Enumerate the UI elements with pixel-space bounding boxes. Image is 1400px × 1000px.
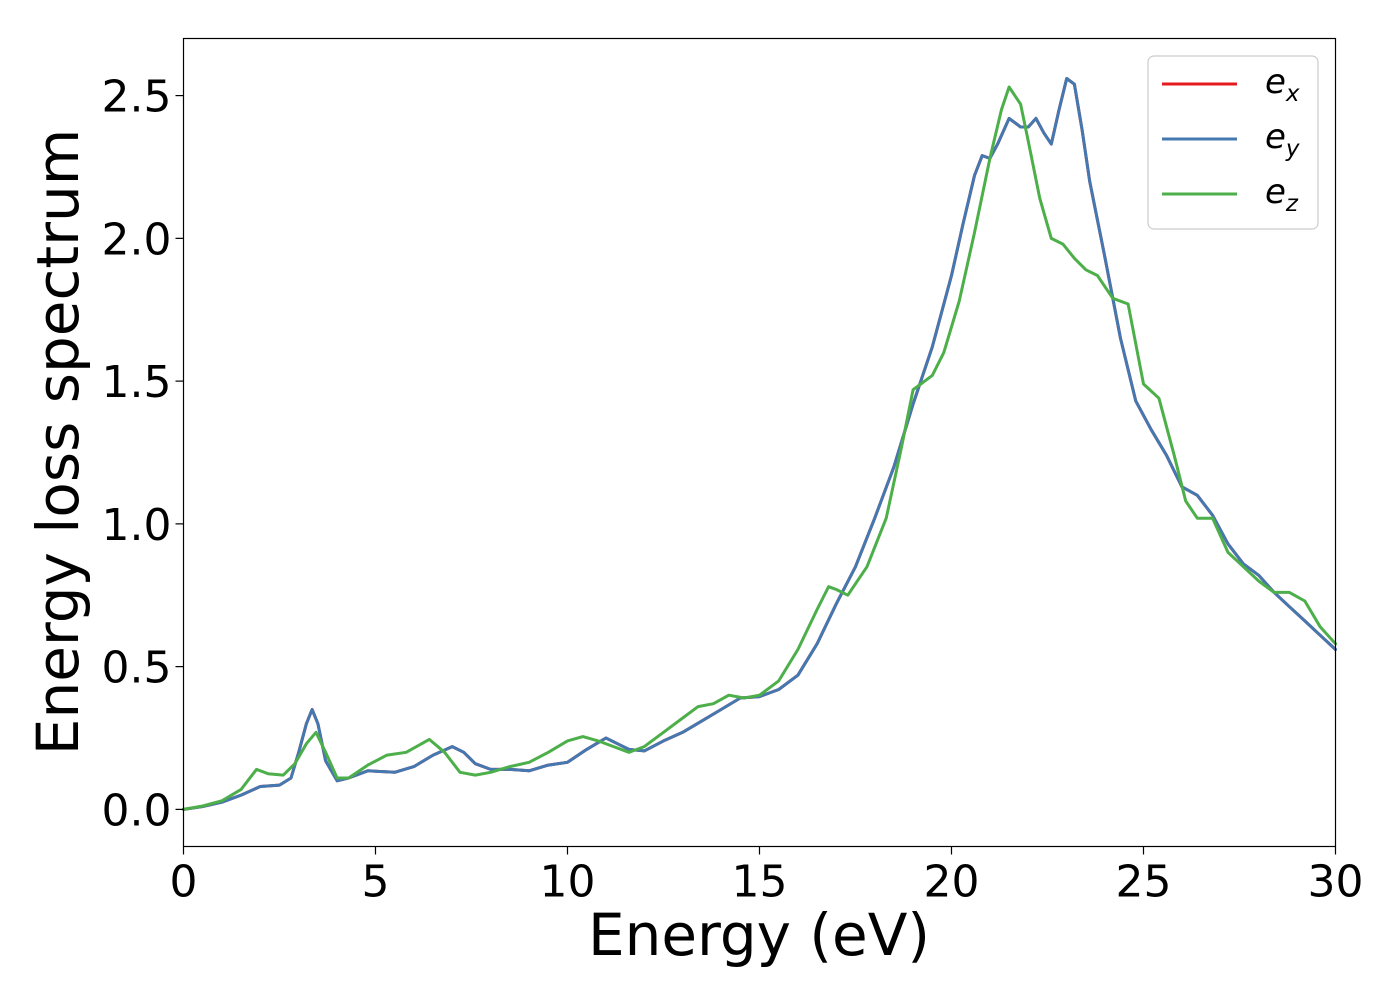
y-tick-label: 1.5 [102,357,172,408]
y-axis-title: Energy loss spectrum [24,129,92,755]
y-tick-label: 0.0 [102,785,172,836]
y-tick-label: 2.0 [102,214,172,265]
y-tick-label: 2.5 [102,72,172,123]
x-tick-label: 15 [732,857,788,908]
x-tick-label: 10 [540,857,596,908]
x-tick-label: 30 [1308,857,1364,908]
plot-area [183,38,1336,847]
legend-label-e-z: ez [1265,172,1299,217]
y-axis: 0.0 0.5 1.0 1.5 2.0 2.5 [102,72,184,836]
series-line-e-z [182,85,1337,811]
legend: ex ey ez [1147,55,1319,230]
legend-label-e-y: ey [1265,117,1300,162]
series-layer [182,77,1337,811]
x-tick-label: 5 [362,857,390,908]
x-tick-label: 25 [1116,857,1172,908]
x-axis-title: Energy (eV) [588,901,930,969]
legend-frame [1147,55,1319,230]
x-tick-label: 0 [170,857,198,908]
y-tick-label: 1.0 [102,500,172,551]
y-tick-label: 0.5 [102,643,172,694]
x-axis: 0 5 10 15 20 25 30 [170,846,1364,908]
legend-label-e-x: ex [1265,62,1300,107]
x-tick-label: 20 [924,857,980,908]
